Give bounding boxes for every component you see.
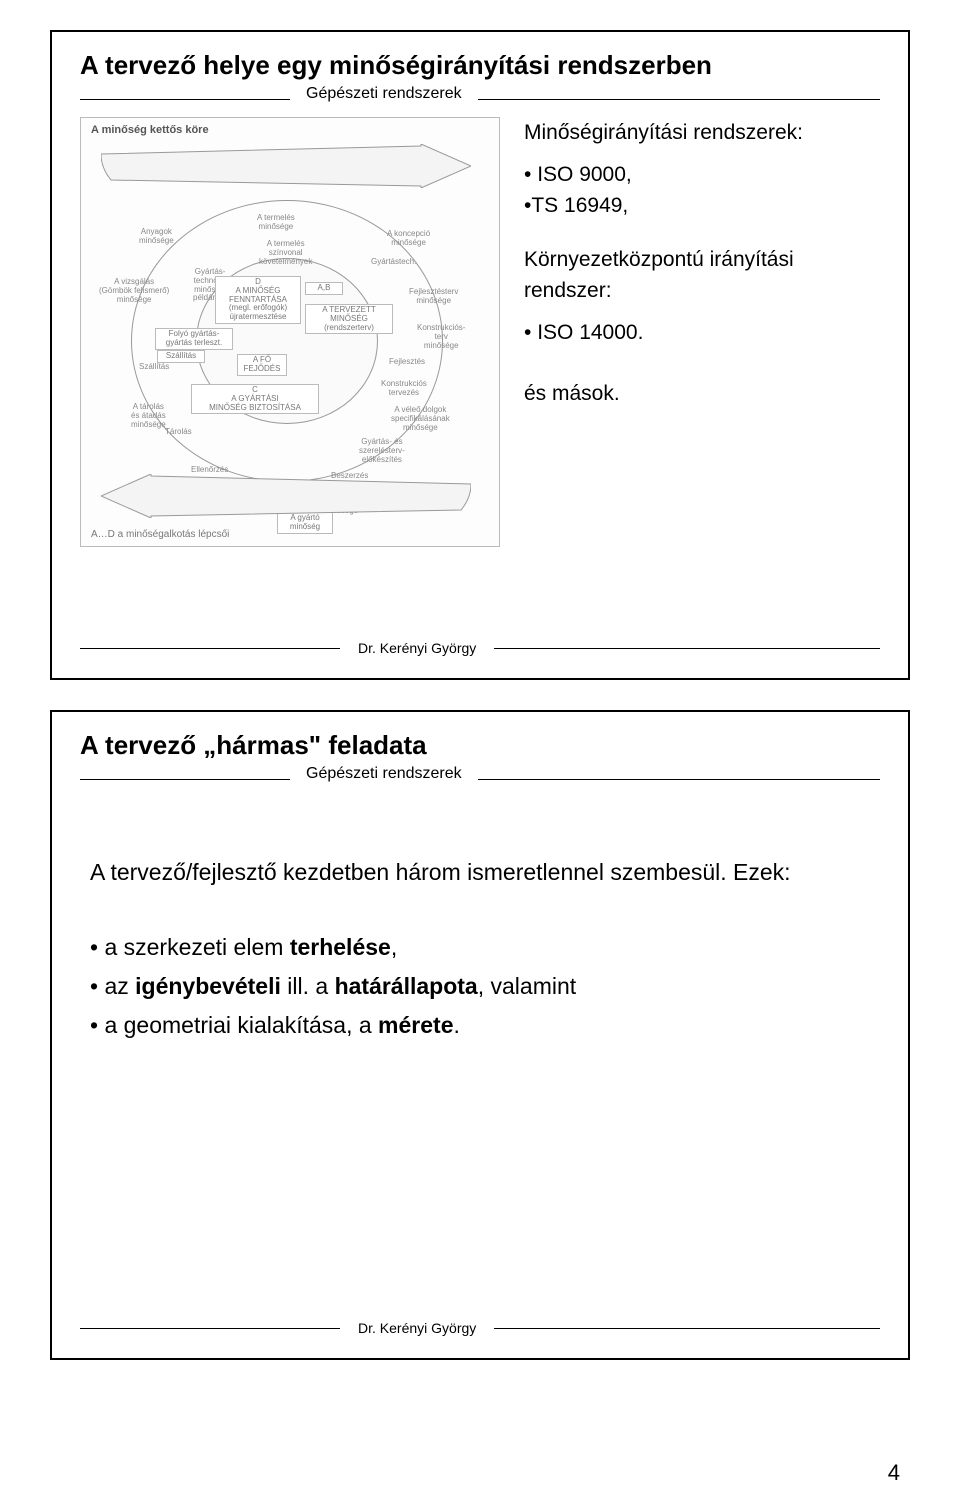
diagram-label: A termelés színvonal követelmények: [259, 240, 312, 266]
slide1-subtitle: Gépészeti rendszerek: [306, 85, 462, 103]
diagram-label: Gyártástech.: [371, 258, 416, 267]
bullet-item: a szerkezeti elem terhelése,: [90, 928, 870, 967]
rule: [494, 648, 880, 649]
slide2-bullets: a szerkezeti elem terhelése,az igénybevé…: [90, 928, 870, 1045]
diagram-box: A,B: [305, 282, 343, 295]
right-tail: és mások.: [524, 378, 880, 410]
slide-1: A tervező helye egy minőségirányítási re…: [50, 30, 910, 680]
rule: [494, 1328, 880, 1329]
diagram-label: A vizsgálás (Gömbök felismerő) minősége: [99, 278, 169, 304]
diagram-label: Fejlesztés: [389, 358, 425, 367]
rule: [80, 99, 290, 100]
right-list-item: TS 16949,: [524, 190, 880, 222]
diagram-label: Anyagok minősége: [139, 228, 174, 246]
slide2-body: A tervező/fejlesztő kezdetben három isme…: [80, 797, 880, 1045]
slide1-body: A minőség kettős köre Anyagok minősége A …: [80, 117, 880, 547]
right-list-item: ISO 14000.: [524, 317, 880, 349]
quality-circle-diagram: A minőség kettős köre Anyagok minősége A …: [80, 117, 500, 547]
footer-author: Dr. Kerényi György: [358, 1320, 476, 1336]
slide-2: A tervező „hármas" feladata Gépészeti re…: [50, 710, 910, 1360]
slide2-subtitle: Gépészeti rendszerek: [306, 765, 462, 783]
diagram-box: A FŐ FEJŐDÉS: [237, 354, 287, 376]
diagram-label: A koncepció minősége: [387, 230, 430, 248]
slide2-title: A tervező „hármas" feladata: [80, 730, 880, 761]
diagram-box: C A GYÁRTÁSI MINŐSÉG BIZTOSÍTÁSA: [191, 384, 319, 414]
page-number: 4: [888, 1460, 900, 1486]
footer-author: Dr. Kerényi György: [358, 640, 476, 656]
arrow-bottom: [101, 474, 471, 518]
rule: [478, 99, 880, 100]
diagram-label: A tárolás és átadás minősége: [131, 403, 166, 429]
diagram-label: Konstrukciós tervezés: [381, 380, 427, 398]
diagram-box: Szállítás: [157, 350, 205, 363]
bullet-item: az igénybevételi ill. a határállapota, v…: [90, 967, 870, 1006]
diagram-label: A termelés minősége: [257, 214, 295, 232]
bullet-item: a geometriai kialakítása, a mérete.: [90, 1006, 870, 1045]
diagram-label: Gyártás- és szerelésterv- előkészítés: [359, 438, 405, 464]
diagram-bottom-caption: A…D a minőségalkotás lépcsői: [91, 529, 229, 540]
rule: [80, 648, 340, 649]
diagram-title: A minőség kettős köre: [91, 124, 209, 136]
diagram-label: Szállítás: [139, 363, 169, 372]
slide2-footer: Dr. Kerényi György: [80, 1320, 880, 1336]
slide1-right-column: Minőségirányítási rendszerek: ISO 9000,T…: [524, 117, 880, 547]
diagram-box: Folyó gyártás- gyártás terleszt.: [155, 328, 233, 350]
slide2-subtitle-row: Gépészeti rendszerek: [80, 765, 880, 783]
right-list-item: ISO 9000,: [524, 159, 880, 191]
right-list-1: ISO 9000,TS 16949,: [524, 159, 880, 222]
arrow-top: [101, 144, 471, 188]
slide1-footer: Dr. Kerényi György: [80, 640, 880, 656]
diagram-label: Tárolás: [165, 428, 192, 437]
right-heading-1: Minőségirányítási rendszerek:: [524, 117, 880, 149]
slide2-lead: A tervező/fejlesztő kezdetben három isme…: [90, 857, 870, 888]
rule: [80, 779, 290, 780]
diagram-label: Konstrukciós- terv minősége: [417, 324, 465, 350]
diagram-box: A TERVEZETT MINŐSÉG (rendszerterv): [305, 304, 393, 334]
diagram-label: A véleő dolgok specifikálásának minősége: [391, 406, 450, 432]
slide1-title: A tervező helye egy minőségirányítási re…: [80, 50, 880, 81]
right-heading-2: Környezetközpontú irányítási rendszer:: [524, 244, 880, 307]
rule: [478, 779, 880, 780]
diagram-box: D A MINŐSÉG FENNTARTÁSA (megl. erőfogók)…: [215, 276, 301, 324]
diagram-label: Fejlesztésterv minősége: [409, 288, 458, 306]
right-list-2: ISO 14000.: [524, 317, 880, 349]
rule: [80, 1328, 340, 1329]
slide1-subtitle-row: Gépészeti rendszerek: [80, 85, 880, 103]
